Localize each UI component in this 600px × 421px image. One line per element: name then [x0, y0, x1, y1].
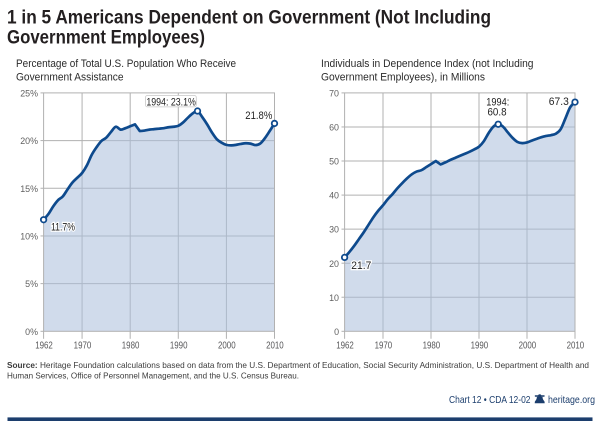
svg-text:60: 60 [329, 123, 339, 133]
svg-text:Human Services, Office of Pers: Human Services, Office of Personnel Mana… [7, 372, 299, 381]
svg-text:1 in 5 Americans Dependent on: 1 in 5 Americans Dependent on Government… [7, 8, 491, 29]
svg-text:1990: 1990 [471, 340, 489, 351]
svg-text:1970: 1970 [74, 340, 92, 351]
svg-text:0%: 0% [25, 327, 38, 337]
svg-text:1994:: 1994: [486, 97, 509, 109]
svg-text:30: 30 [329, 225, 339, 235]
svg-text:1962: 1962 [35, 340, 53, 351]
svg-text:67.3: 67.3 [549, 96, 569, 108]
svg-text:20%: 20% [20, 136, 38, 146]
svg-text:1962: 1962 [336, 340, 354, 351]
svg-text:1990: 1990 [170, 340, 188, 351]
svg-text:0: 0 [334, 327, 339, 337]
svg-text:10%: 10% [20, 232, 38, 242]
svg-text:10: 10 [329, 293, 339, 303]
svg-text:11.7%: 11.7% [51, 222, 75, 234]
svg-text:1994: 23.1%: 1994: 23.1% [146, 96, 196, 108]
svg-text:Government Assistance: Government Assistance [16, 72, 124, 84]
svg-text:5%: 5% [25, 279, 38, 289]
svg-text:40: 40 [329, 191, 339, 201]
svg-text:2010: 2010 [266, 340, 284, 351]
svg-text:2010: 2010 [567, 340, 585, 351]
svg-text:Source: Heritage Foundation ca: Source: Heritage Foundation calculations… [7, 361, 589, 370]
svg-text:15%: 15% [20, 184, 38, 194]
svg-text:70: 70 [329, 89, 339, 99]
svg-text:25%: 25% [20, 89, 38, 99]
svg-text:21.7: 21.7 [351, 260, 371, 272]
svg-text:2000: 2000 [218, 340, 236, 351]
svg-text:heritage.org: heritage.org [548, 395, 595, 406]
svg-text:2000: 2000 [519, 340, 537, 351]
svg-text:1980: 1980 [122, 340, 140, 351]
svg-text:50: 50 [329, 157, 339, 167]
svg-text:1970: 1970 [375, 340, 393, 351]
svg-text:20: 20 [329, 259, 339, 269]
svg-text:1980: 1980 [423, 340, 441, 351]
svg-text:60.8: 60.8 [488, 106, 507, 118]
svg-text:Individuals in Dependence Inde: Individuals in Dependence Index (not Inc… [321, 58, 534, 70]
svg-text:21.8%: 21.8% [245, 110, 273, 122]
svg-text:Government Employees): Government Employees) [7, 27, 205, 48]
svg-text:Chart 12 • CDA 12-02: Chart 12 • CDA 12-02 [449, 395, 531, 406]
svg-text:Government Employees), in Mill: Government Employees), in Millions [321, 72, 486, 84]
svg-text:Percentage of Total U.S. Popul: Percentage of Total U.S. Population Who … [16, 58, 236, 70]
